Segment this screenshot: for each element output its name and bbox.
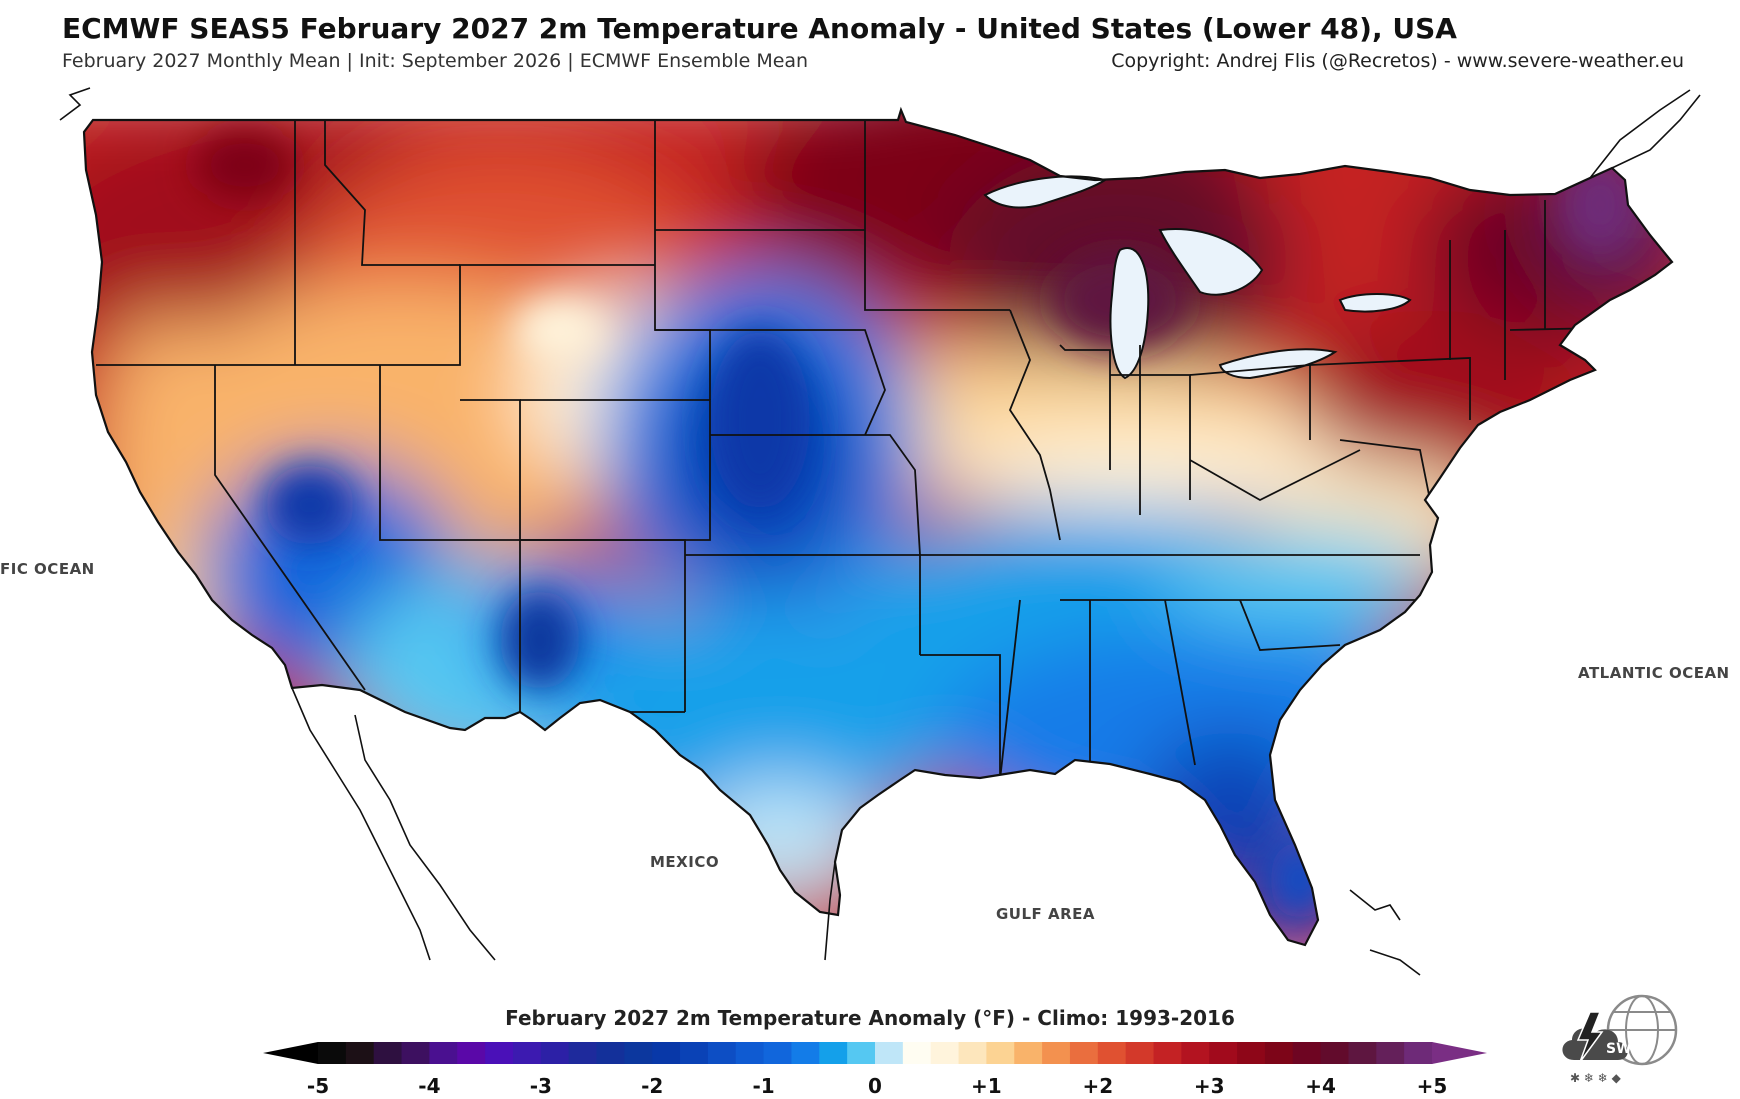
anomaly-map — [59, 87, 1701, 976]
mexico-label: MEXICO — [650, 853, 720, 871]
colorbar-swatch — [1237, 1042, 1266, 1064]
colorbar-tick-label: +5 — [1416, 1074, 1448, 1098]
colorbar-swatch — [318, 1042, 347, 1064]
us-outline — [82, 106, 1674, 947]
colorbar-swatch — [1153, 1042, 1182, 1064]
colorbar-swatch — [429, 1042, 458, 1064]
copyright-text: Copyright: Andrej Flis (@Recretos) - www… — [1111, 50, 1684, 72]
map-subtitle: February 2027 Monthly Mean | Init: Septe… — [62, 50, 809, 72]
colorbar-swatch — [902, 1042, 932, 1064]
colorbar-tick-label: +1 — [971, 1074, 1002, 1098]
swe-logo: SWE ✱ ❄ ❄ ◆ — [1562, 994, 1678, 1085]
colorbar-tick-label: -3 — [529, 1074, 552, 1098]
svg-text:✱ ❄ ❄ ◆: ✱ ❄ ❄ ◆ — [1570, 1071, 1622, 1085]
colorbar-swatch — [735, 1042, 765, 1064]
colorbar-tick-label: +2 — [1082, 1074, 1114, 1098]
colorbar-swatch — [457, 1042, 486, 1064]
colorbar-tick-label: -2 — [641, 1074, 664, 1098]
pacific-ocean-label: FIC OCEAN — [0, 560, 95, 578]
colorbar-swatch — [485, 1042, 514, 1064]
colorbar-swatch — [345, 1042, 375, 1064]
colorbar-swatch — [568, 1042, 598, 1064]
colorbar-swatch — [986, 1042, 1015, 1064]
colorbar-swatch — [1376, 1042, 1405, 1064]
colorbar-swatch — [373, 1042, 403, 1064]
state-borders — [96, 120, 1601, 781]
colorbar-swatch — [1264, 1042, 1294, 1064]
colorbar-swatch — [1069, 1042, 1099, 1064]
logo-text: SWE — [1606, 1041, 1641, 1057]
colorbar-swatch — [1097, 1042, 1127, 1064]
colorbar-swatch — [1014, 1042, 1043, 1064]
colorbar-tick-label: -4 — [418, 1074, 441, 1098]
colorbar-over-arrow — [1432, 1042, 1487, 1064]
colorbar-swatch — [707, 1042, 737, 1064]
colorbar-tick-label: -1 — [752, 1074, 775, 1098]
colorbar-swatch — [1404, 1042, 1433, 1064]
colorbar-swatch — [540, 1042, 570, 1064]
colorbar-swatch — [652, 1042, 681, 1064]
colorbar-swatch — [763, 1042, 793, 1064]
colorbar-swatch — [680, 1042, 709, 1064]
colorbar-title: February 2027 2m Temperature Anomaly (°F… — [505, 1006, 1235, 1030]
colorbar-swatch — [1042, 1042, 1071, 1064]
colorbar-swatch — [875, 1042, 904, 1064]
colorbar-swatch — [596, 1042, 625, 1064]
colorbar-under-arrow — [263, 1042, 318, 1064]
colorbar-tick-label: +3 — [1193, 1074, 1225, 1098]
great-lakes — [983, 175, 1412, 380]
neighbor-coastlines — [59, 87, 1701, 976]
colorbar-swatch — [512, 1042, 542, 1064]
map-title: ECMWF SEAS5 February 2027 2m Temperature… — [62, 12, 1457, 45]
gulf-area-label: GULF AREA — [996, 905, 1096, 923]
atlantic-ocean-label: ATLANTIC OCEAN — [1578, 664, 1730, 682]
colorbar-swatch — [958, 1042, 987, 1064]
colorbar-swatch — [1292, 1042, 1322, 1064]
colorbar-swatch — [1209, 1042, 1238, 1064]
colorbar-swatch — [930, 1042, 960, 1064]
colorbar-tick-label: -5 — [306, 1074, 330, 1098]
colorbar-tick-label: 0 — [868, 1074, 882, 1098]
colorbar-swatch — [791, 1042, 820, 1064]
colorbar-tick-label: +4 — [1305, 1074, 1336, 1098]
colorbar-swatch — [1348, 1042, 1377, 1064]
colorbar-swatch — [847, 1042, 876, 1064]
colorbar-swatch — [1181, 1042, 1210, 1064]
colorbar — [263, 1042, 1487, 1064]
colorbar-swatch — [401, 1042, 430, 1064]
colorbar-swatch — [819, 1042, 848, 1064]
colorbar-swatch — [1320, 1042, 1350, 1064]
colorbar-swatch — [1125, 1042, 1155, 1064]
colorbar-swatch — [624, 1042, 653, 1064]
